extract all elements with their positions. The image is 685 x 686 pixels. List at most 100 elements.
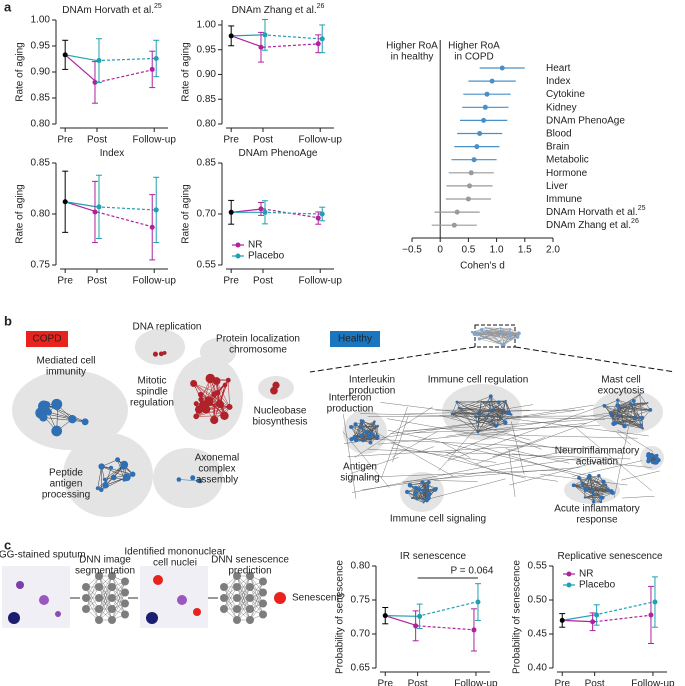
- edge: [236, 575, 251, 610]
- node: [499, 327, 502, 330]
- edge: [475, 402, 644, 465]
- node: [485, 330, 489, 334]
- node: [39, 413, 48, 422]
- edge: [223, 586, 238, 610]
- point: [153, 207, 159, 213]
- y-tick-label: 0.55: [197, 260, 217, 271]
- y-tick-label: 0.85: [197, 94, 217, 105]
- cluster-label: Nucleobase: [254, 406, 307, 417]
- point: [92, 79, 98, 85]
- edge: [486, 328, 511, 337]
- node: [190, 380, 198, 387]
- node: [364, 429, 369, 435]
- node: [426, 490, 432, 496]
- edge: [362, 421, 378, 438]
- edge: [572, 460, 643, 477]
- category-label: Immune: [546, 194, 583, 205]
- neuron: [95, 572, 103, 580]
- edge: [213, 380, 217, 421]
- copd-label: COPD: [33, 334, 62, 345]
- x-tick-label: 0.5: [461, 245, 475, 256]
- edge: [387, 418, 565, 450]
- y-axis-label: Probability of senescence: [512, 560, 523, 674]
- node: [601, 479, 606, 484]
- node: [98, 463, 105, 470]
- legend-label: Placebo: [579, 580, 616, 591]
- category-label: Heart: [546, 63, 571, 74]
- series-line: [65, 54, 98, 62]
- node: [653, 454, 658, 459]
- edge: [481, 329, 502, 333]
- panel-label: b: [4, 313, 12, 328]
- x-axis-label: Cohen's d: [460, 261, 505, 272]
- edge: [615, 417, 643, 424]
- chart-title-text: IR senescence: [400, 551, 467, 562]
- category-label: Blood: [546, 128, 572, 139]
- edge: [584, 490, 612, 498]
- node: [210, 415, 219, 425]
- edge: [491, 418, 502, 421]
- neuron: [108, 594, 116, 602]
- category-label-text: DNAm PhenoAge: [546, 115, 625, 126]
- cell: [146, 612, 158, 624]
- edge: [111, 581, 126, 610]
- edge: [223, 575, 238, 610]
- edge: [210, 378, 225, 416]
- node: [158, 351, 164, 357]
- edge: [43, 417, 86, 423]
- edge: [474, 333, 505, 346]
- node: [500, 417, 503, 420]
- series-line: [64, 201, 98, 213]
- cluster-label: DNN senescence: [211, 555, 289, 566]
- point: [594, 612, 600, 618]
- neuron: [108, 572, 116, 580]
- neuron: [82, 594, 90, 602]
- edge: [439, 414, 531, 441]
- y-tick-label: 0.85: [197, 158, 217, 169]
- edge: [639, 394, 651, 411]
- node: [613, 421, 618, 426]
- node: [422, 488, 425, 492]
- legend-label: NR: [248, 240, 262, 251]
- edge: [497, 328, 511, 343]
- node: [629, 401, 632, 405]
- edge: [360, 423, 454, 477]
- node: [484, 326, 487, 329]
- cluster-label: Immune cell regulation: [428, 375, 529, 386]
- edge: [448, 404, 605, 461]
- edge: [98, 575, 113, 610]
- node: [220, 411, 229, 421]
- x-tick-label: Pre: [57, 276, 73, 287]
- estimate: [451, 222, 457, 228]
- x-tick-label: Post: [253, 135, 273, 146]
- edge: [576, 427, 652, 491]
- x-tick-label: 0: [437, 245, 443, 256]
- y-tick-label: 0.95: [197, 44, 217, 55]
- chart-title: DNAm Horvath et al.25: [62, 3, 162, 16]
- edge: [501, 472, 558, 482]
- category-label-text: Liver: [546, 181, 568, 192]
- edge: [613, 406, 633, 498]
- cluster: [153, 448, 223, 508]
- cluster-label: signaling: [340, 473, 379, 484]
- point: [149, 66, 155, 72]
- node: [571, 483, 576, 488]
- edge: [481, 400, 506, 402]
- x-tick-label: Post: [87, 276, 107, 287]
- edge: [622, 495, 655, 499]
- cluster: [135, 329, 185, 365]
- node: [197, 391, 204, 398]
- edge: [405, 410, 531, 415]
- neuron: [108, 616, 116, 624]
- node: [421, 498, 424, 501]
- cell: [39, 595, 49, 605]
- cluster-label: Mediated cell: [37, 356, 96, 367]
- estimate: [465, 196, 471, 202]
- edge: [249, 592, 264, 621]
- neuron: [95, 583, 103, 591]
- edge: [361, 421, 375, 428]
- edge: [354, 424, 356, 438]
- edge: [407, 491, 428, 501]
- node: [81, 418, 89, 426]
- cluster-label: Acute inflammatory: [554, 504, 640, 515]
